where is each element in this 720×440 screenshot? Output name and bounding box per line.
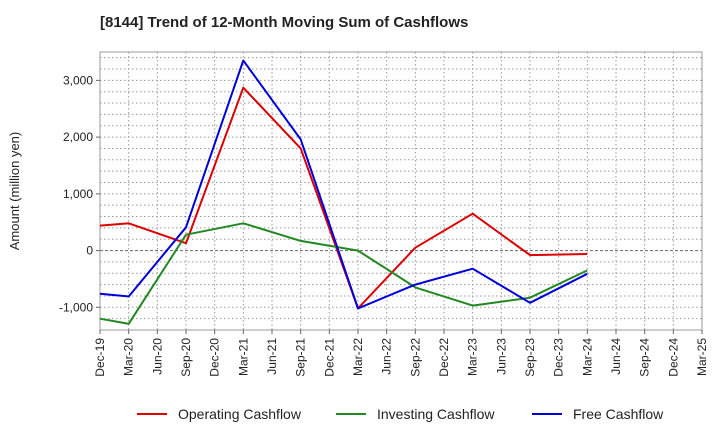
- series-line-investing-cashflow: [99, 222, 588, 325]
- y-tick-label: 2,000: [63, 130, 93, 144]
- legend-label-investing-cashflow: Investing Cashflow: [377, 406, 495, 422]
- x-tick-label: Sep-20: [179, 338, 193, 377]
- x-tick-label: Mar-23: [466, 338, 480, 376]
- x-tick-label: Dec-19: [93, 338, 107, 377]
- x-tick-labels: Dec-19 Mar-20 Jun-20 Sep-20 Dec-20 Mar-21 Jun-…: [93, 330, 709, 377]
- grid-layer: [99, 52, 703, 331]
- x-tick-label: Sep-24: [638, 338, 652, 377]
- legend: Operating Cashflow Investing Cashflow Free…: [137, 406, 664, 422]
- chart-title: [8144] Trend of 12-Month Moving Sum of C…: [100, 14, 469, 31]
- y-tick-labels: 3,000 2,000 1,000 0 -1,000: [59, 73, 100, 314]
- legend-label-operating-cashflow: Operating Cashflow: [178, 406, 302, 422]
- x-tick-label: Dec-20: [208, 338, 222, 377]
- x-tick-label: Sep-22: [408, 338, 422, 377]
- legend-label-free-cashflow: Free Cashflow: [573, 406, 664, 422]
- x-tick-label: Jun-22: [380, 338, 394, 375]
- x-tick-label: Dec-24: [666, 338, 680, 377]
- x-tick-label: Jun-23: [494, 338, 508, 375]
- plot-frame: [99, 51, 703, 331]
- series-line-operating-cashflow: [99, 86, 588, 310]
- series-layer: [99, 59, 588, 325]
- x-tick-label: Jun-20: [150, 338, 164, 375]
- series-line-free-cashflow: [99, 59, 588, 310]
- y-tick-label: 0: [86, 244, 93, 258]
- x-tick-label: Sep-21: [294, 338, 308, 377]
- x-tick-label: Dec-22: [437, 338, 451, 377]
- y-tick-label: 3,000: [63, 73, 93, 87]
- x-tick-label: Mar-20: [122, 338, 136, 376]
- x-tick-label: Mar-25: [695, 338, 709, 376]
- x-tick-label: Dec-23: [552, 338, 566, 377]
- x-tick-label: Dec-21: [322, 338, 336, 377]
- x-tick-label: Jun-21: [265, 338, 279, 375]
- x-tick-label: Mar-22: [351, 338, 365, 376]
- y-tick-label: 1,000: [63, 187, 93, 201]
- y-tick-label: -1,000: [59, 300, 93, 314]
- x-tick-label: Mar-21: [236, 338, 250, 376]
- y-axis-title: Amount (million yen): [7, 132, 22, 251]
- x-tick-label: Sep-23: [523, 338, 537, 377]
- x-tick-label: Jun-24: [609, 338, 623, 375]
- x-tick-label: Mar-24: [580, 338, 594, 376]
